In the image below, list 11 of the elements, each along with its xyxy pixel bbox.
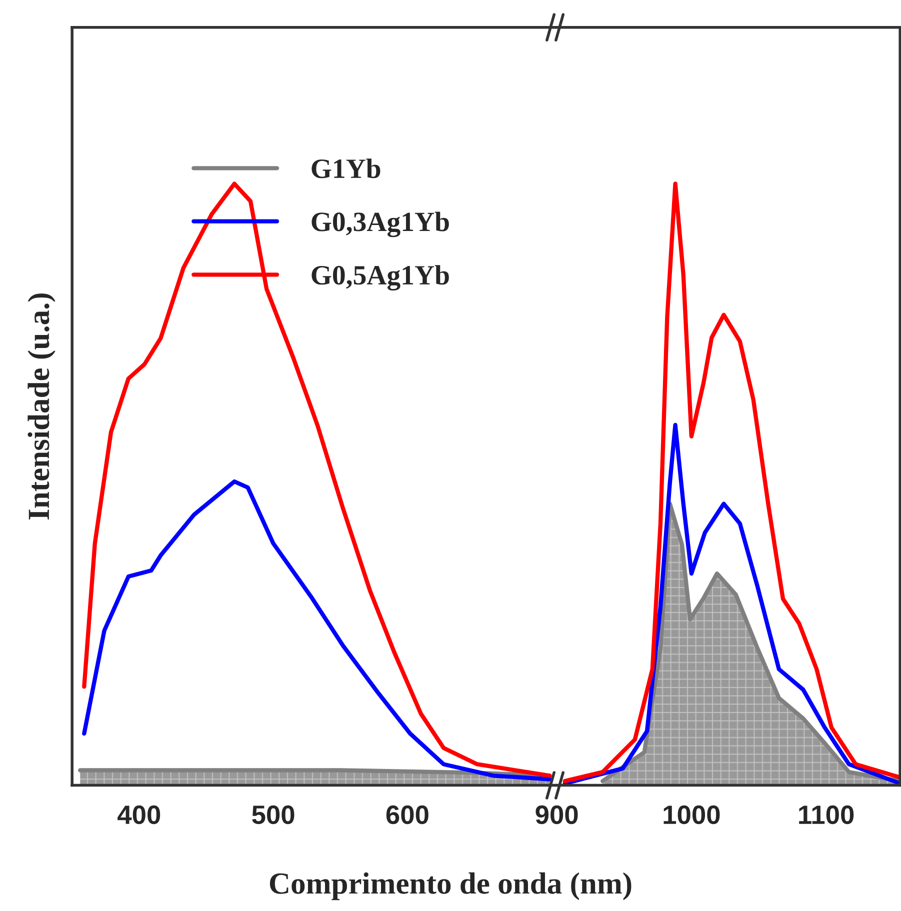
x-axis-title: Comprimento de onda (nm) (270, 872, 632, 900)
x-tick-label: 1100 (799, 805, 854, 824)
x-tick-label: 900 (536, 805, 578, 824)
x-tick-label: 1000 (664, 805, 720, 824)
legend-label: G1Yb (312, 158, 380, 178)
x-tick-label: 400 (118, 805, 160, 824)
x-tick-label: 600 (386, 805, 428, 824)
x-tick-label: 500 (252, 805, 294, 824)
y-axis-title: Intensidade (u.a.) (28, 293, 56, 520)
legend-label: G0,5Ag1Yb (312, 265, 449, 291)
legend-label: G0,3Ag1Yb (312, 212, 449, 238)
